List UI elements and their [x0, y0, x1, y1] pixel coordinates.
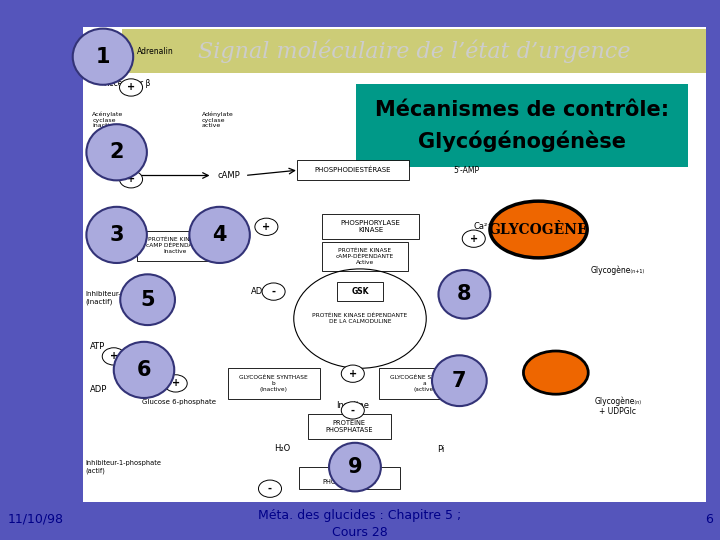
FancyBboxPatch shape — [122, 29, 706, 73]
Text: +: + — [469, 234, 478, 244]
Text: 8: 8 — [457, 284, 472, 305]
Text: Insuline: Insuline — [336, 401, 369, 409]
Text: PROTÉINE KINASE
cAMP-DÉPENDANTE
Active: PROTÉINE KINASE cAMP-DÉPENDANTE Active — [336, 248, 394, 265]
Ellipse shape — [432, 355, 487, 406]
Circle shape — [120, 171, 143, 188]
FancyBboxPatch shape — [297, 160, 409, 180]
Ellipse shape — [86, 207, 147, 263]
Text: ATP: ATP — [90, 342, 105, 351]
Text: GSK: GSK — [351, 287, 369, 296]
FancyBboxPatch shape — [83, 27, 706, 502]
Text: GLYCOGÈNE SYNTHASE
a
(active): GLYCOGÈNE SYNTHASE a (active) — [390, 375, 459, 391]
Text: 7: 7 — [452, 370, 467, 391]
Circle shape — [255, 218, 278, 235]
Text: +: + — [127, 174, 135, 184]
Text: PROTÉINE
PHOSPHATASE-1: PROTÉINE PHOSPHATASE-1 — [323, 471, 376, 485]
FancyBboxPatch shape — [137, 231, 213, 260]
Circle shape — [164, 375, 187, 392]
Ellipse shape — [189, 207, 250, 263]
FancyBboxPatch shape — [323, 214, 419, 239]
Text: GLYCOGÈNE: GLYCOGÈNE — [489, 222, 588, 237]
Circle shape — [462, 230, 485, 247]
Text: Ca²⁺: Ca²⁺ — [474, 222, 492, 231]
Text: ATP: ATP — [113, 171, 129, 180]
Ellipse shape — [329, 443, 381, 491]
Text: Glycogène₍ₙ₎
+ UDPGlc: Glycogène₍ₙ₎ + UDPGlc — [594, 396, 642, 416]
Text: cAMP: cAMP — [217, 171, 240, 180]
Text: GLYCOGÈNE SYNTHASE
b
(Inactive): GLYCOGÈNE SYNTHASE b (Inactive) — [239, 375, 308, 391]
Text: Inhibiteur-1-phosphate
(actif): Inhibiteur-1-phosphate (actif) — [85, 460, 161, 474]
Ellipse shape — [73, 29, 133, 85]
Ellipse shape — [438, 270, 490, 319]
Text: 11/10/98: 11/10/98 — [7, 513, 63, 526]
Text: ADP: ADP — [251, 287, 268, 296]
FancyBboxPatch shape — [379, 368, 471, 399]
Text: Adrenalin: Adrenalin — [137, 47, 174, 56]
Ellipse shape — [114, 342, 174, 398]
Circle shape — [102, 348, 125, 365]
Text: PHOSPHODIESTÉRASE: PHOSPHODIESTÉRASE — [315, 167, 391, 173]
Text: 4: 4 — [212, 225, 227, 245]
Text: Signal moléculaire de l’état d’urgence: Signal moléculaire de l’état d’urgence — [198, 39, 630, 63]
Text: PROTÉINE KINASE
cAMP DÉPENDANTE
Inactive: PROTÉINE KINASE cAMP DÉPENDANTE Inactive — [146, 238, 204, 254]
Text: PROTÉINE
PHOSPHATASE: PROTÉINE PHOSPHATASE — [325, 420, 373, 433]
Text: Glucose 6-phosphate: Glucose 6-phosphate — [142, 399, 215, 406]
Text: Glycogène₍ₙ₊₁₎: Glycogène₍ₙ₊₁₎ — [590, 265, 645, 275]
Text: 1: 1 — [96, 46, 110, 67]
Text: ADP: ADP — [90, 386, 107, 394]
Text: +: + — [127, 83, 135, 92]
Text: 6: 6 — [137, 360, 151, 380]
Circle shape — [258, 480, 282, 497]
FancyBboxPatch shape — [356, 84, 688, 167]
Text: +: + — [171, 379, 180, 388]
FancyBboxPatch shape — [299, 467, 400, 489]
FancyBboxPatch shape — [337, 282, 383, 301]
Text: 9: 9 — [348, 457, 362, 477]
Text: Pi: Pi — [437, 445, 444, 454]
Text: PROTÉINE KINASE DÉPENDANTE
DE LA CALMODULINE: PROTÉINE KINASE DÉPENDANTE DE LA CALMODU… — [312, 313, 408, 324]
Circle shape — [262, 283, 285, 300]
Text: Méta. des glucides : Chapitre 5 ;
Cours 28: Méta. des glucides : Chapitre 5 ; Cours … — [258, 509, 462, 539]
Text: Adénylate
cyclase
active: Adénylate cyclase active — [202, 111, 233, 129]
FancyBboxPatch shape — [308, 415, 390, 438]
Ellipse shape — [523, 351, 588, 394]
Text: Acénylate
cyclase
inactive: Acénylate cyclase inactive — [92, 111, 123, 129]
FancyBboxPatch shape — [322, 241, 408, 271]
Circle shape — [341, 365, 364, 382]
Text: 2: 2 — [109, 142, 124, 163]
Circle shape — [341, 402, 364, 419]
Circle shape — [120, 79, 143, 96]
Ellipse shape — [120, 274, 175, 325]
Text: -: - — [271, 287, 276, 296]
Text: +: + — [348, 369, 357, 379]
Text: 6: 6 — [705, 513, 713, 526]
Text: -: - — [268, 484, 272, 494]
Text: 3: 3 — [109, 225, 124, 245]
Text: 5: 5 — [140, 289, 155, 310]
Ellipse shape — [490, 201, 588, 258]
Text: Mécanismes de contrôle:
Glycógénogénèse: Mécanismes de contrôle: Glycógénogénèse — [375, 99, 669, 152]
FancyBboxPatch shape — [228, 368, 320, 399]
Text: +: + — [262, 222, 271, 232]
Text: +: + — [109, 352, 118, 361]
Text: -: - — [351, 406, 355, 415]
Text: 5'-AMP: 5'-AMP — [454, 166, 480, 174]
Ellipse shape — [86, 124, 147, 180]
Text: H₂O: H₂O — [274, 444, 290, 453]
Text: Récepteur β: Récepteur β — [104, 79, 150, 89]
Text: Inhibiteur-1
(inactif): Inhibiteur-1 (inactif) — [85, 292, 125, 305]
Text: AT: AT — [448, 283, 456, 292]
Text: PHOSPHORYLASE
KINASE: PHOSPHORYLASE KINASE — [341, 220, 401, 233]
